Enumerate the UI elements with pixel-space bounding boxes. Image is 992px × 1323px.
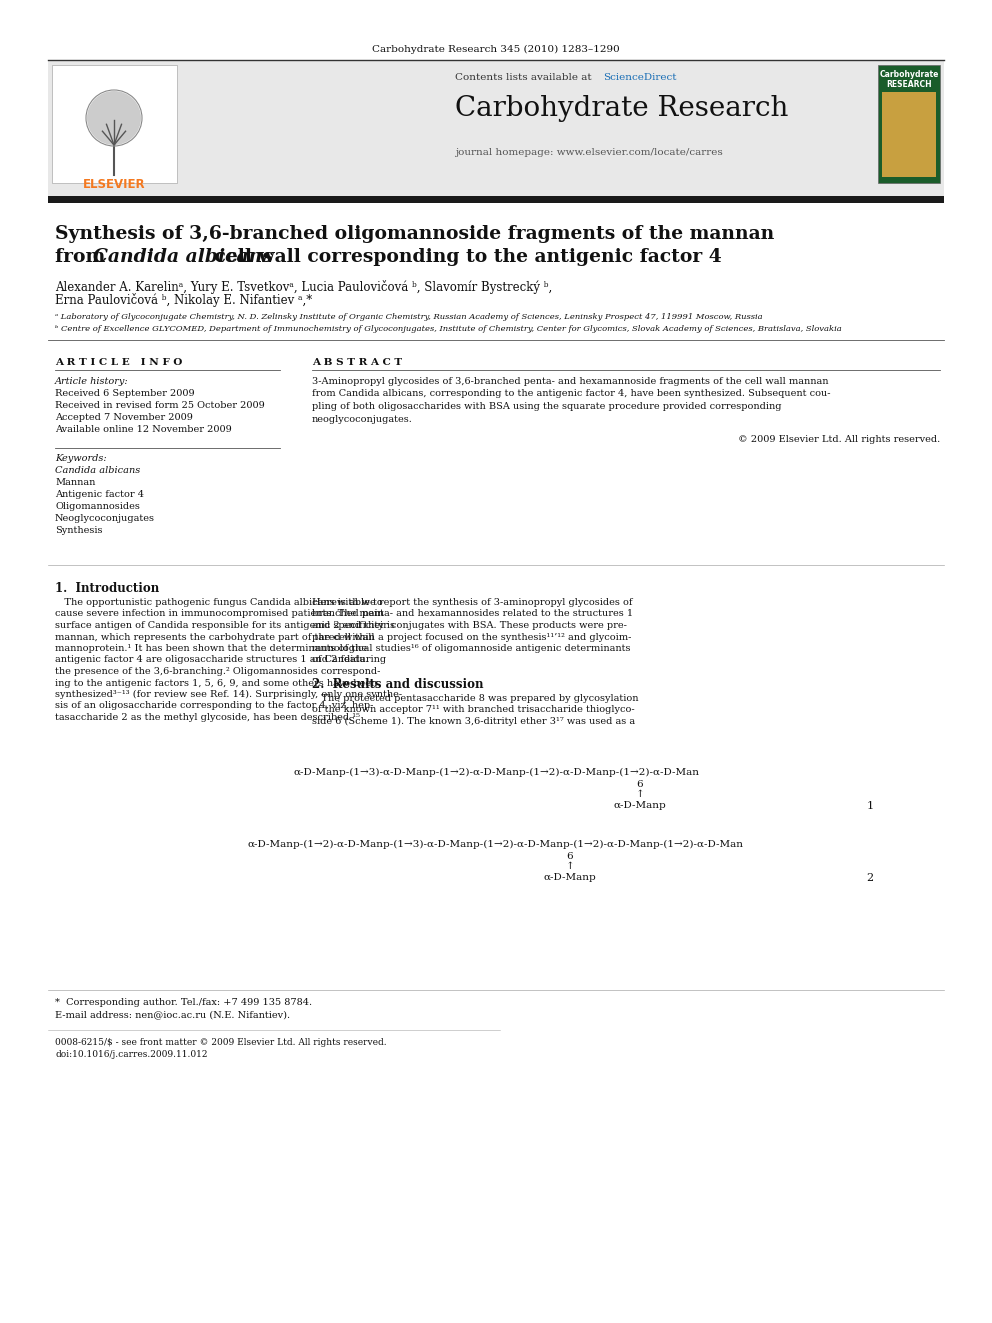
Text: surface antigen of Candida responsible for its antigenic specificity is: surface antigen of Candida responsible f…	[55, 620, 395, 630]
Text: ELSEVIER: ELSEVIER	[82, 179, 145, 191]
Text: Oligomannosides: Oligomannosides	[55, 501, 140, 511]
Text: 6: 6	[566, 852, 573, 861]
Text: α-D-Manp: α-D-Manp	[614, 800, 667, 810]
Text: Erna Paulovičová ᵇ, Nikolay E. Nifantiev ᵃ,*: Erna Paulovičová ᵇ, Nikolay E. Nifantiev…	[55, 292, 312, 307]
Bar	[878, 65, 940, 183]
Text: Candida albicans: Candida albicans	[55, 466, 140, 475]
Circle shape	[87, 91, 141, 146]
Text: 3-Aminopropyl glycosides of 3,6-branched penta- and hexamannoside fragments of t: 3-Aminopropyl glycosides of 3,6-branched…	[312, 377, 828, 386]
Text: pared within a project focused on the synthesis¹¹’¹² and glycoim-: pared within a project focused on the sy…	[312, 632, 631, 642]
Text: from Candida albicans, corresponding to the antigenic factor 4, have been synthe: from Candida albicans, corresponding to …	[312, 389, 830, 398]
Text: ing to the antigenic factors 1, 5, 6, 9, and some others have been: ing to the antigenic factors 1, 5, 6, 9,…	[55, 679, 377, 688]
Text: 1.  Introduction: 1. Introduction	[55, 582, 160, 595]
Text: the presence of the 3,6-branching.² Oligomannosides correspond-: the presence of the 3,6-branching.² Olig…	[55, 667, 380, 676]
Text: side 6 (Scheme 1). The known 3,6-ditrityl ether 3¹⁷ was used as a: side 6 (Scheme 1). The known 3,6-ditrity…	[312, 717, 635, 726]
Text: α-D-Manp: α-D-Manp	[544, 873, 596, 882]
Text: Accepted 7 November 2009: Accepted 7 November 2009	[55, 413, 192, 422]
Text: ᵃ Laboratory of Glycoconjugate Chemistry, N. D. Zelinsky Institute of Organic Ch: ᵃ Laboratory of Glycoconjugate Chemistry…	[55, 314, 763, 321]
Bar	[48, 196, 944, 202]
Text: Herewith we report the synthesis of 3-aminopropyl glycosides of: Herewith we report the synthesis of 3-am…	[312, 598, 633, 607]
Text: The protected pentasaccharide 8 was prepared by glycosylation: The protected pentasaccharide 8 was prep…	[312, 695, 639, 703]
Text: 2: 2	[866, 873, 874, 882]
Text: journal homepage: www.elsevier.com/locate/carres: journal homepage: www.elsevier.com/locat…	[455, 148, 723, 157]
Text: Neoglycoconjugates: Neoglycoconjugates	[55, 515, 155, 523]
Text: © 2009 Elsevier Ltd. All rights reserved.: © 2009 Elsevier Ltd. All rights reserved…	[738, 435, 940, 445]
Text: Antigenic factor 4: Antigenic factor 4	[55, 490, 144, 499]
Text: and 2 and their conjugates with BSA. These products were pre-: and 2 and their conjugates with BSA. The…	[312, 620, 627, 630]
Text: sis of an oligosaccharide corresponding to the factor 4, viz, hep-: sis of an oligosaccharide corresponding …	[55, 701, 373, 710]
Text: Article history:: Article history:	[55, 377, 129, 386]
Text: *  Corresponding author. Tel./fax: +7 499 135 8784.: * Corresponding author. Tel./fax: +7 499…	[55, 998, 312, 1007]
Text: Mannan: Mannan	[55, 478, 95, 487]
Bar	[48, 61, 944, 196]
Text: 6: 6	[637, 781, 644, 789]
Text: cause severe infection in immunocompromised patients. The main: cause severe infection in immunocompromi…	[55, 610, 384, 618]
Text: 0008-6215/$ - see front matter © 2009 Elsevier Ltd. All rights reserved.: 0008-6215/$ - see front matter © 2009 El…	[55, 1039, 387, 1046]
Text: synthesized³⁻¹³ (for review see Ref. 14). Surprisingly, only one synthe-: synthesized³⁻¹³ (for review see Ref. 14)…	[55, 691, 402, 699]
Text: of Candida.: of Candida.	[312, 655, 368, 664]
Text: Received in revised form 25 October 2009: Received in revised form 25 October 2009	[55, 401, 265, 410]
Text: E-mail address: nen@ioc.ac.ru (N.E. Nifantiev).: E-mail address: nen@ioc.ac.ru (N.E. Nifa…	[55, 1009, 290, 1019]
Text: Carbohydrate: Carbohydrate	[879, 70, 938, 79]
Text: doi:10.1016/j.carres.2009.11.012: doi:10.1016/j.carres.2009.11.012	[55, 1050, 207, 1058]
Text: Synthesis of 3,6-branched oligomannoside fragments of the mannan: Synthesis of 3,6-branched oligomannoside…	[55, 225, 774, 243]
Bar	[882, 93, 936, 177]
Text: 2.  Results and discussion: 2. Results and discussion	[312, 677, 483, 691]
Text: munological studies¹⁶ of oligomannoside antigenic determinants: munological studies¹⁶ of oligomannoside …	[312, 644, 631, 654]
Text: pling of both oligosaccharides with BSA using the squarate procedure provided co: pling of both oligosaccharides with BSA …	[312, 402, 782, 411]
Text: A B S T R A C T: A B S T R A C T	[312, 359, 402, 366]
Text: cell wall corresponding to the antigenic factor 4: cell wall corresponding to the antigenic…	[208, 247, 722, 266]
Text: α-D-Manp-(1→3)-α-D-Manp-(1→2)-α-D-Manp-(1→2)-α-D-Manp-(1→2)-α-D-Man: α-D-Manp-(1→3)-α-D-Manp-(1→2)-α-D-Manp-(…	[293, 767, 699, 777]
Text: RESEARCH: RESEARCH	[886, 79, 931, 89]
Text: A R T I C L E   I N F O: A R T I C L E I N F O	[55, 359, 183, 366]
Text: Contents lists available at: Contents lists available at	[455, 73, 595, 82]
Text: from: from	[55, 247, 112, 266]
Text: ↑: ↑	[565, 863, 574, 871]
Text: α-D-Manp-(1→2)-α-D-Manp-(1→3)-α-D-Manp-(1→2)-α-D-Manp-(1→2)-α-D-Manp-(1→2)-α-D-M: α-D-Manp-(1→2)-α-D-Manp-(1→3)-α-D-Manp-(…	[248, 840, 744, 849]
Text: tasaccharide 2 as the methyl glycoside, has been described.¹⁵: tasaccharide 2 as the methyl glycoside, …	[55, 713, 360, 722]
Text: branched penta- and hexamannosides related to the structures 1: branched penta- and hexamannosides relat…	[312, 610, 633, 618]
Text: Carbohydrate Research: Carbohydrate Research	[455, 95, 789, 122]
Text: Alexander A. Karelinᵃ, Yury E. Tsvetkovᵃ, Lucia Paulovičová ᵇ, Slavomír Bystreck: Alexander A. Karelinᵃ, Yury E. Tsvetkovᵃ…	[55, 280, 553, 294]
Text: mannoprotein.¹ It has been shown that the determinants of the: mannoprotein.¹ It has been shown that th…	[55, 644, 367, 654]
Text: ↑: ↑	[636, 790, 645, 799]
Text: Available online 12 November 2009: Available online 12 November 2009	[55, 425, 232, 434]
Text: antigenic factor 4 are oligosaccharide structures 1 and 2 featuring: antigenic factor 4 are oligosaccharide s…	[55, 655, 386, 664]
Text: Keywords:: Keywords:	[55, 454, 106, 463]
Text: ᵇ Centre of Excellence GLYCOMED, Department of Immunochemistry of Glycoconjugate: ᵇ Centre of Excellence GLYCOMED, Departm…	[55, 325, 842, 333]
Text: Received 6 September 2009: Received 6 September 2009	[55, 389, 194, 398]
Text: ScienceDirect: ScienceDirect	[603, 73, 677, 82]
Text: mannan, which represents the carbohydrate part of the cell wall: mannan, which represents the carbohydrat…	[55, 632, 375, 642]
Text: Synthesis: Synthesis	[55, 527, 102, 534]
Text: of the known acceptor 7¹¹ with branched trisaccharide thioglyco-: of the known acceptor 7¹¹ with branched …	[312, 705, 635, 714]
Bar	[52, 65, 177, 183]
Text: neoglycoconjugates.: neoglycoconjugates.	[312, 414, 413, 423]
Text: Candida albicans: Candida albicans	[93, 247, 273, 266]
Text: The opportunistic pathogenic fungus Candida albicans is able to: The opportunistic pathogenic fungus Cand…	[55, 598, 383, 607]
Text: 1: 1	[866, 800, 874, 811]
Text: Carbohydrate Research 345 (2010) 1283–1290: Carbohydrate Research 345 (2010) 1283–12…	[372, 45, 620, 54]
